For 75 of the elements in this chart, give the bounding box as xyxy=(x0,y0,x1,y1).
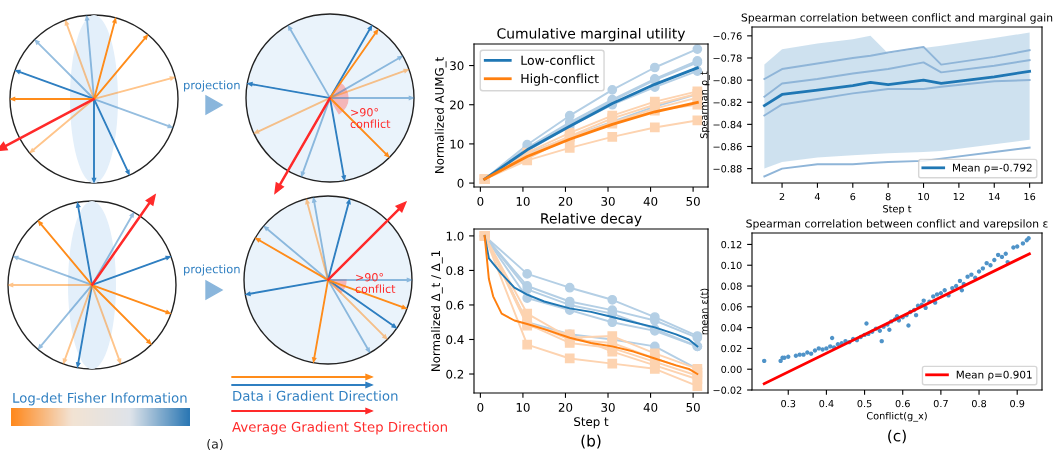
y-tick-label: 0.08 xyxy=(721,282,742,290)
y-axis-title: Spearman ρ_t xyxy=(700,71,710,139)
x-axis-title: Conflict(g_x) xyxy=(866,411,927,422)
y-tick-label: 0.02 xyxy=(721,344,742,353)
x-tick-label: 0.3 xyxy=(781,399,796,408)
text: Average Gradient Step Direction xyxy=(232,421,447,435)
y-tick-label: 0.4 xyxy=(446,335,464,345)
y-tick-label: −0.88 xyxy=(713,165,742,173)
x-tick-label: 8 xyxy=(885,192,891,201)
y-tick-label: 0.12 xyxy=(721,240,742,249)
y-tick-label: 0.6 xyxy=(446,300,464,310)
chart-title: Cumulative marginal utility xyxy=(497,27,686,42)
text: projection xyxy=(184,80,240,92)
y-tick-label: 0.2 xyxy=(446,369,464,379)
x-tick-label: 10 xyxy=(516,402,530,412)
x-tick-label: 0.4 xyxy=(819,399,834,408)
x-tick-label: 0 xyxy=(477,402,484,412)
x-tick-label: 0 xyxy=(477,196,484,206)
y-tick-label: 0.06 xyxy=(721,303,742,311)
y-tick-label: 0.00 xyxy=(721,365,742,374)
y-axis-title: Normalized Δ_t / Δ_1 xyxy=(430,250,443,371)
y-tick-label: 0 xyxy=(457,178,464,188)
x-tick-label: 0.5 xyxy=(857,399,872,408)
y-tick-label: −0.84 xyxy=(713,120,742,129)
x-tick-label: 30 xyxy=(601,402,615,412)
x-tick-label: 10 xyxy=(918,192,930,201)
text: (b) xyxy=(581,434,601,449)
x-tick-label: 50 xyxy=(686,402,700,412)
y-tick-label: 30 xyxy=(450,61,464,71)
y-axis-title: mean ε(t) xyxy=(700,288,709,335)
x-axis-title: Step t xyxy=(883,205,912,215)
x-tick-label: 6 xyxy=(850,192,856,201)
text: (a) xyxy=(207,438,223,451)
x-tick-label: 40 xyxy=(643,402,658,412)
text: Log-det Fisher Information xyxy=(13,392,187,406)
x-tick-label: 0.6 xyxy=(895,399,910,408)
y-tick-label: −0.78 xyxy=(713,54,742,62)
y-axis-title: Normalized AUMG_t xyxy=(434,57,447,173)
x-tick-label: 14 xyxy=(989,193,1000,201)
text: (c) xyxy=(888,429,906,444)
x-tick-label: 12 xyxy=(953,192,965,201)
y-tick-label: −0.76 xyxy=(713,32,742,40)
x-tick-label: 20 xyxy=(558,196,573,206)
chart-title: Spearman correlation between conflict and marginal gain xyxy=(741,13,1053,24)
legend-label: High-conflict xyxy=(521,73,599,86)
y-tick-label: 20 xyxy=(450,100,464,110)
text: >90° conflict xyxy=(355,273,396,294)
y-tick-label: 1.0 xyxy=(446,231,464,241)
legend-label: Mean ρ=-0.792 xyxy=(953,163,1032,174)
y-tick-label: −0.86 xyxy=(713,142,742,151)
y-tick-label: 0.8 xyxy=(446,266,464,276)
chart-title: Relative decay xyxy=(541,212,642,227)
y-tick-label: 0.10 xyxy=(721,261,742,270)
y-tick-label: −0.80 xyxy=(713,76,742,84)
legend-label: Mean ρ=0.901 xyxy=(956,370,1032,381)
x-tick-label: 4 xyxy=(814,193,820,201)
legend-label: Low-conflict xyxy=(521,55,595,65)
x-tick-label: 10 xyxy=(516,196,530,206)
text: Data i Gradient Direction xyxy=(233,390,398,401)
y-tick-label: 10 xyxy=(450,139,464,149)
text: projection xyxy=(184,264,240,276)
x-tick-label: 40 xyxy=(643,196,658,206)
x-tick-label: 0.8 xyxy=(971,399,987,408)
x-tick-label: 0.9 xyxy=(1010,399,1025,408)
y-tick-label: 0.04 xyxy=(721,324,742,332)
x-tick-label: 2 xyxy=(779,192,785,201)
y-tick-label: −0.82 xyxy=(713,98,742,107)
x-tick-label: 16 xyxy=(1024,192,1036,201)
chart-title: Spearman correlation between conflict and varepsilon ε xyxy=(746,219,1048,230)
x-tick-label: 20 xyxy=(558,402,573,412)
x-tick-label: 50 xyxy=(686,196,700,206)
y-tick-label: −0.02 xyxy=(713,386,742,394)
x-tick-label: 30 xyxy=(601,196,615,206)
x-axis-title: Step t xyxy=(574,417,609,429)
x-tick-label: 0.7 xyxy=(933,399,948,408)
